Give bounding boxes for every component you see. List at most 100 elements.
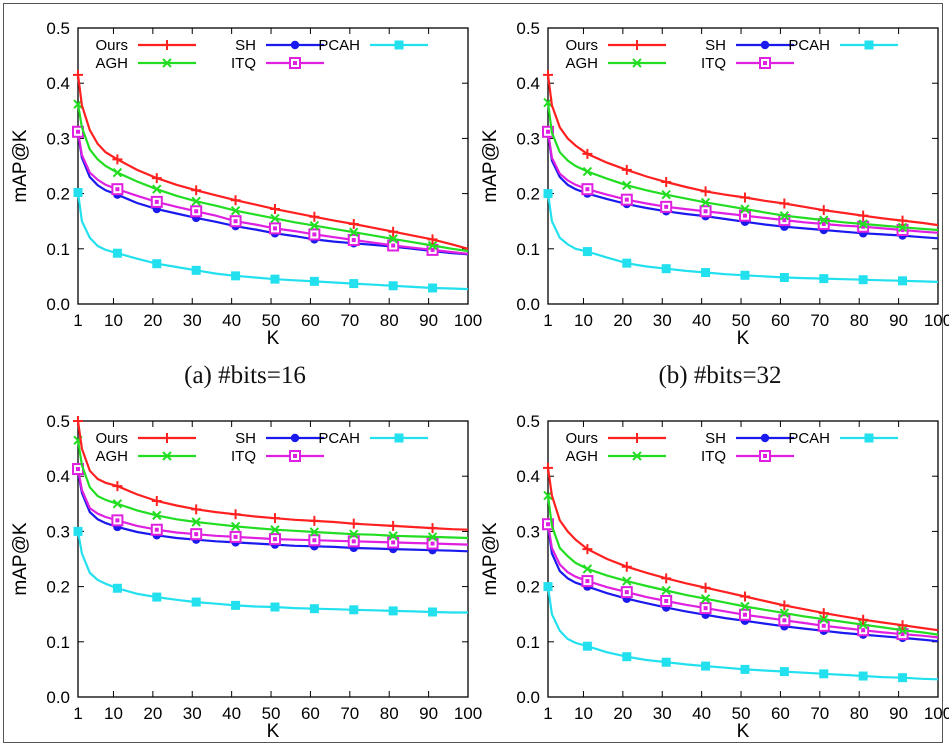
- x-tick-label: 20: [143, 311, 162, 330]
- series-ours: [73, 416, 469, 534]
- data-point-agh: [897, 222, 908, 232]
- legend-marker-ours: [162, 433, 172, 443]
- legend-label-agh: AGH: [565, 55, 598, 72]
- data-point-pcah: [152, 592, 162, 602]
- data-point-ours: [151, 173, 162, 184]
- data-point-agh: [661, 189, 671, 200]
- x-tick-label: 80: [850, 704, 869, 723]
- data-point-itq-core: [821, 221, 826, 226]
- data-point-pcah: [112, 583, 122, 593]
- data-point-ours: [700, 186, 711, 197]
- data-point-ours: [112, 481, 123, 492]
- y-tick-label: 0.5: [46, 412, 70, 431]
- data-point-agh: [309, 527, 320, 537]
- data-point-itq-core: [391, 540, 396, 545]
- data-point-ours: [858, 210, 869, 221]
- data-point-ours: [700, 582, 711, 593]
- data-point-agh: [427, 532, 438, 542]
- data-point-agh: [779, 608, 790, 618]
- chart-panel-4: 0.0 0.1 0.2 0.3 0.4 0.5 1 10 20 30 40 50 60 70 80 90 100…: [480, 412, 949, 742]
- legend-marker-itq-core: [763, 61, 767, 65]
- data-point-agh: [270, 525, 280, 535]
- y-tick-label: 0.0: [516, 295, 540, 314]
- data-point-agh: [582, 166, 593, 177]
- x-tick-label: 1: [73, 311, 82, 330]
- legend-label-sh: SH: [705, 37, 726, 54]
- data-point-itq-core: [115, 518, 120, 523]
- plot-area: [547, 420, 939, 698]
- legend-label-itq: ITQ: [701, 448, 726, 465]
- x-tick-label: 50: [732, 311, 751, 330]
- data-point-pcah: [898, 673, 908, 683]
- data-point-itq-core: [703, 606, 708, 611]
- y-tick-label: 0.5: [516, 412, 540, 431]
- data-point-agh: [819, 614, 829, 624]
- x-tick-label: 90: [889, 704, 908, 723]
- legend-marker-agh: [162, 451, 172, 461]
- data-point-agh: [622, 180, 632, 191]
- data-point-itq-core: [233, 219, 238, 224]
- x-tick-label: 10: [574, 704, 593, 723]
- data-point-itq-core: [821, 623, 826, 628]
- data-point-itq-core: [312, 538, 317, 543]
- data-point-ours: [427, 234, 438, 245]
- data-point-pcah: [73, 187, 83, 197]
- data-point-pcah: [622, 652, 632, 662]
- data-point-pcah: [191, 265, 201, 275]
- data-point-ours: [191, 185, 202, 196]
- y-axis-label: mAP@K: [480, 129, 501, 202]
- y-tick-label: 0.4: [516, 467, 540, 486]
- data-point-agh: [309, 220, 320, 231]
- x-tick-label: 30: [653, 311, 672, 330]
- series-ours: [73, 69, 469, 250]
- y-axis-label: mAP@K: [480, 522, 501, 595]
- y-tick-label: 0.2: [516, 185, 540, 204]
- data-point-itq-core: [900, 228, 905, 233]
- chart-panel-2: 0.0 0.1 0.2 0.3 0.4 0.5 1 10 20 30 40 50 60 70 80 90 100…: [480, 19, 949, 349]
- data-point-itq-core: [782, 218, 787, 223]
- data-point-agh: [700, 594, 711, 604]
- x-tick-label: 20: [613, 311, 632, 330]
- x-tick-label: 50: [262, 311, 281, 330]
- data-point-pcah: [819, 669, 829, 679]
- y-tick-label: 0.3: [516, 522, 540, 541]
- data-point-agh: [582, 564, 593, 574]
- data-point-itq-core: [624, 590, 629, 595]
- data-point-ours: [621, 561, 632, 572]
- data-point-ours: [269, 204, 280, 215]
- data-point-agh: [622, 576, 632, 586]
- data-point-ours: [661, 573, 672, 584]
- data-point-itq-core: [351, 539, 356, 544]
- data-point-itq-core: [585, 187, 590, 192]
- data-point-ours: [269, 513, 280, 524]
- y-tick-label: 0.4: [516, 74, 540, 93]
- series-itq: [72, 125, 469, 256]
- data-point-agh: [191, 517, 201, 527]
- data-point-agh: [112, 499, 123, 509]
- y-tick-label: 0.1: [516, 633, 540, 652]
- data-point-pcah: [819, 274, 829, 284]
- data-point-itq-core: [391, 243, 396, 248]
- data-point-pcah: [661, 657, 671, 667]
- series-agh: [543, 97, 939, 232]
- x-tick-label: 60: [771, 704, 790, 723]
- legend-label-itq: ITQ: [701, 55, 726, 72]
- y-tick-label: 0.5: [46, 19, 70, 38]
- data-point-pcah: [428, 607, 438, 617]
- x-tick-label: 60: [301, 704, 320, 723]
- data-point-pcah: [779, 273, 789, 283]
- data-point-itq-core: [154, 199, 159, 204]
- data-point-agh: [349, 227, 359, 237]
- data-point-pcah: [740, 270, 750, 280]
- legend-marker-agh: [632, 451, 642, 461]
- data-point-pcah: [73, 526, 83, 536]
- data-point-agh: [112, 167, 123, 178]
- legend-label-ours: Ours: [565, 430, 598, 447]
- series-agh: [73, 435, 469, 542]
- data-point-itq-core: [624, 197, 629, 202]
- data-point-pcah: [740, 664, 750, 674]
- x-tick-label: 100: [454, 311, 482, 330]
- data-point-pcah: [231, 600, 241, 610]
- data-point-pcah: [112, 248, 122, 258]
- data-point-itq-core: [76, 467, 80, 472]
